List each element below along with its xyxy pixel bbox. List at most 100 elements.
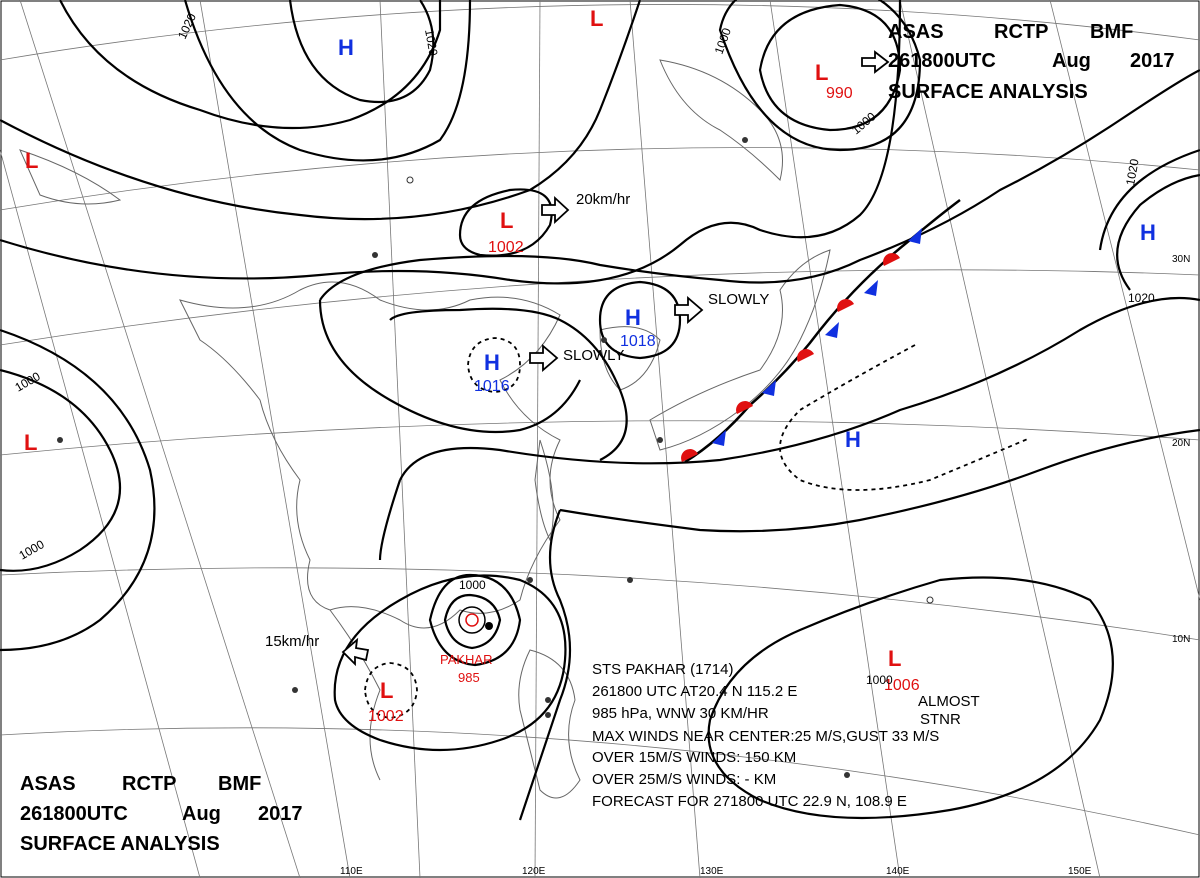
header-line3: SURFACE ANALYSIS <box>888 81 1088 103</box>
isobar <box>0 0 642 221</box>
lon-line <box>379 0 421 878</box>
isobar <box>399 296 1200 481</box>
storm-name: PAKHAR <box>440 652 493 667</box>
lon-line <box>899 0 1101 878</box>
isobar-label: 1020 <box>422 28 440 57</box>
high-center-label: H <box>338 35 354 60</box>
isobar <box>59 0 442 130</box>
low-center-label: L <box>500 208 513 233</box>
station-icon <box>926 596 934 604</box>
china-coast <box>179 281 561 629</box>
isobar <box>389 307 628 461</box>
motion-label: 20km/hr <box>576 191 630 208</box>
isobar <box>758 3 902 132</box>
cold-front-symbol <box>908 228 922 244</box>
isobar-label: 1020 <box>1123 157 1141 186</box>
header-line2-b: Aug <box>182 803 221 825</box>
taiwan-coast <box>534 439 554 542</box>
dashed-isobar <box>364 662 418 719</box>
lon-line <box>534 0 541 878</box>
isobar-label: 1020 <box>175 11 199 41</box>
storm-eye <box>465 613 479 627</box>
header-line2-c: 2017 <box>1130 50 1175 72</box>
cold-front-symbol <box>825 322 839 338</box>
lat-label: 30N <box>1172 254 1190 265</box>
low-center-label: L <box>24 430 37 455</box>
dashed-isobars <box>364 337 1031 719</box>
low-center-label: L <box>590 6 603 31</box>
front-symbols <box>681 228 922 462</box>
motion-label: SLOWLY <box>708 291 769 308</box>
lon-label: 140E <box>886 866 910 877</box>
isobar-label: 1000 <box>13 369 43 395</box>
station-icon <box>545 712 551 718</box>
lon-line <box>19 0 301 878</box>
warm-front-symbol <box>797 349 814 362</box>
coastlines <box>19 59 831 799</box>
high-center-label: H <box>1140 220 1156 245</box>
header-bottom: ASAS RCTP BMF 261800UTC Aug 2017 SURFACE… <box>20 773 303 855</box>
philippines-coast <box>518 649 581 799</box>
station-icon <box>627 577 633 583</box>
motion-arrow-icon <box>861 50 890 74</box>
low-center-pressure: 990 <box>826 85 853 102</box>
lat-line <box>0 727 1200 836</box>
isobar-label: 1000 <box>849 109 879 137</box>
storm-info-line: STS PAKHAR (1714) <box>592 661 733 678</box>
lat-line <box>0 4 1200 61</box>
sakhalin-coast <box>659 59 783 181</box>
station-icon <box>372 252 378 258</box>
station-icon <box>545 697 551 703</box>
isobar <box>518 509 572 821</box>
warm-front-symbol <box>883 253 900 266</box>
motion-arrows <box>341 50 890 667</box>
header-line3: SURFACE ANALYSIS <box>20 833 220 855</box>
korea-coast <box>599 326 661 391</box>
isobar-label: 1000 <box>459 578 486 592</box>
storm-pressure: 985 <box>458 670 480 685</box>
isobar <box>0 328 156 652</box>
storm-info-line: MAX WINDS NEAR CENTER:25 M/S,GUST 33 M/S <box>592 728 939 745</box>
isobar <box>1116 173 1200 291</box>
warm-front-symbol <box>681 449 698 462</box>
storm-info-block: STS PAKHAR (1714) 261800 UTC AT20.4 N 11… <box>592 661 939 810</box>
low-center-label: L <box>380 678 393 703</box>
header-line2-a: 261800UTC <box>888 50 996 72</box>
isobar <box>333 574 567 752</box>
isobar <box>288 0 435 104</box>
header-line1-c: BMF <box>1090 21 1133 43</box>
storm-symbol <box>458 606 493 634</box>
stationary-front <box>681 199 961 464</box>
low-center-label: L <box>25 148 38 173</box>
dashed-isobar <box>467 337 521 393</box>
lat-label: 20N <box>1172 438 1190 449</box>
isobar <box>0 368 122 572</box>
low-center-label: L <box>888 646 901 671</box>
lat-line <box>0 147 1200 211</box>
header-line1-c: BMF <box>218 773 261 795</box>
low-center-pressure: 1002 <box>368 708 404 725</box>
isobar <box>707 576 1114 820</box>
header-line2-a: 261800UTC <box>20 803 128 825</box>
station-icon <box>527 577 533 583</box>
station-icon <box>57 437 63 443</box>
header-line1-a: ASAS <box>20 773 76 795</box>
station-icon <box>844 772 850 778</box>
dashed-isobar <box>779 344 1031 491</box>
header-line2-c: 2017 <box>258 803 303 825</box>
storm-center-dot <box>485 622 493 630</box>
header-top: ASAS RCTP BMF 261800UTC Aug 2017 SURFACE… <box>888 21 1175 103</box>
station-icon <box>292 687 298 693</box>
warm-front-symbol <box>736 401 753 414</box>
motion-arrow-icon <box>341 637 370 667</box>
cold-front-symbol <box>864 280 878 296</box>
station-icon <box>657 437 663 443</box>
station-icon <box>601 337 607 343</box>
isobar-label: 1020 <box>1128 291 1155 305</box>
header-line1-b: RCTP <box>994 21 1048 43</box>
high-center-label: H <box>625 305 641 330</box>
storm-info-line: OVER 25M/S WINDS: - KM <box>592 771 776 788</box>
